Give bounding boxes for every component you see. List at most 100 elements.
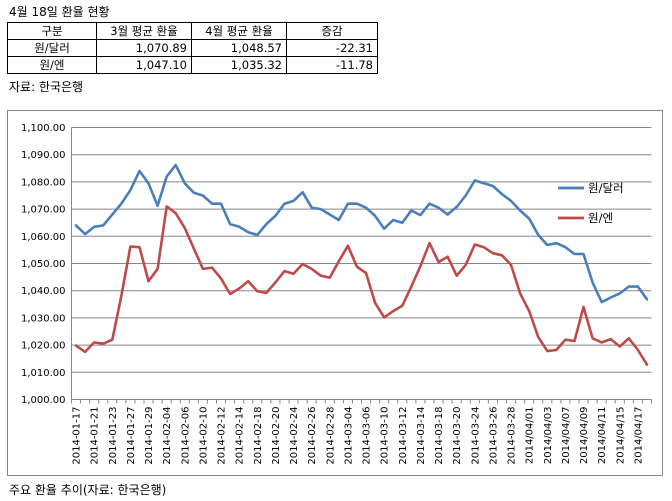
data-point bbox=[102, 342, 105, 345]
data-point bbox=[265, 291, 268, 294]
exchange-rate-summary-table: 구분 3월 평균 환율 4월 평균 환율 증감 원/달러 1,070.89 1,… bbox=[7, 22, 378, 74]
data-point bbox=[419, 214, 422, 216]
data-point bbox=[247, 280, 250, 283]
data-point bbox=[183, 182, 186, 185]
data-point bbox=[310, 268, 313, 270]
data-point bbox=[138, 170, 141, 172]
data-point bbox=[537, 336, 540, 338]
data-point bbox=[392, 219, 395, 221]
data-point bbox=[419, 265, 422, 268]
data-point bbox=[365, 206, 367, 209]
data-point bbox=[310, 206, 313, 209]
x-tick-label: 2014-03-24 bbox=[470, 407, 481, 465]
data-point bbox=[75, 224, 77, 227]
y-tick-label: 1,080.00 bbox=[21, 177, 66, 188]
data-point bbox=[292, 200, 295, 202]
data-point bbox=[528, 310, 531, 312]
x-tick-label: 2014/04/15 bbox=[615, 407, 626, 465]
data-point bbox=[238, 225, 241, 228]
data-point bbox=[183, 227, 186, 230]
data-point bbox=[455, 274, 458, 277]
won-yen-change: -11.78 bbox=[286, 56, 378, 74]
data-point bbox=[301, 263, 304, 265]
data-point bbox=[519, 209, 521, 212]
data-point bbox=[618, 345, 621, 348]
data-point bbox=[111, 338, 114, 341]
data-point bbox=[156, 268, 159, 270]
x-tick-label: 2014-03-12 bbox=[398, 407, 409, 465]
data-point bbox=[84, 233, 86, 236]
data-point bbox=[129, 189, 132, 191]
data-point bbox=[437, 206, 440, 209]
data-point bbox=[120, 295, 123, 298]
data-point bbox=[220, 277, 222, 280]
data-point bbox=[319, 274, 322, 277]
data-point bbox=[637, 349, 639, 351]
won-dollar-march: 1,070.89 bbox=[96, 39, 192, 57]
data-point bbox=[156, 204, 159, 207]
data-point bbox=[519, 292, 521, 295]
data-point bbox=[600, 341, 603, 344]
data-point bbox=[192, 191, 195, 194]
y-tick-label: 1,000.00 bbox=[21, 395, 66, 406]
data-point bbox=[147, 280, 150, 283]
data-point bbox=[93, 341, 96, 344]
data-point bbox=[220, 202, 222, 205]
data-point bbox=[165, 175, 168, 178]
x-tick-label: 2014/04/03 bbox=[543, 407, 554, 465]
data-point bbox=[501, 193, 503, 196]
data-point bbox=[482, 182, 485, 185]
chart-caption: 주요 환율 추이(자료: 한국은행) bbox=[9, 483, 167, 497]
data-point bbox=[528, 217, 531, 220]
data-point bbox=[374, 302, 376, 304]
x-tick-label: 2014-02-14 bbox=[235, 407, 246, 465]
x-tick-label: 2014-01-29 bbox=[144, 407, 155, 465]
data-point bbox=[646, 363, 648, 366]
data-point bbox=[392, 310, 395, 312]
data-point bbox=[292, 272, 295, 275]
data-point bbox=[564, 246, 567, 249]
data-point bbox=[600, 301, 603, 304]
data-point bbox=[84, 351, 86, 353]
x-tick-label: 2014-03-28 bbox=[507, 407, 518, 465]
data-point bbox=[192, 247, 195, 250]
data-point bbox=[555, 349, 558, 351]
data-point bbox=[473, 179, 476, 182]
data-point bbox=[202, 194, 204, 197]
data-point bbox=[437, 261, 440, 264]
x-tick-label: 2014-01-27 bbox=[126, 407, 137, 465]
data-point bbox=[165, 205, 168, 208]
x-tick-label: 2014-01-21 bbox=[90, 407, 101, 465]
y-tick-label: 1,020.00 bbox=[21, 341, 66, 352]
data-point bbox=[627, 285, 630, 288]
x-tick-label: 2014-02-10 bbox=[198, 407, 209, 465]
chart-frame bbox=[7, 110, 663, 476]
data-point bbox=[229, 223, 231, 225]
x-tick-label: 2014-02-18 bbox=[253, 407, 264, 465]
data-point bbox=[555, 242, 558, 245]
x-tick-label: 2014-02-04 bbox=[162, 407, 173, 465]
data-point bbox=[256, 290, 259, 293]
data-point bbox=[347, 244, 349, 247]
y-tick-label: 1,090.00 bbox=[21, 150, 66, 161]
data-point bbox=[582, 253, 585, 255]
data-point bbox=[383, 316, 386, 319]
data-point bbox=[256, 234, 259, 236]
y-tick-label: 1,060.00 bbox=[21, 232, 66, 243]
y-tick-label: 1,100.00 bbox=[21, 123, 66, 134]
x-tick-label: 2014-01-23 bbox=[108, 407, 119, 465]
data-point bbox=[283, 202, 286, 205]
data-point bbox=[301, 191, 304, 194]
header-march-average: 3월 평균 환율 bbox=[96, 22, 192, 40]
data-point bbox=[546, 350, 549, 352]
data-point bbox=[356, 202, 358, 205]
data-point bbox=[501, 254, 503, 257]
table-row: 원/엔 1,047.10 1,035.32 -11.78 bbox=[7, 56, 378, 74]
data-point bbox=[401, 221, 404, 224]
x-tick-label: 2014/04/17 bbox=[633, 407, 644, 465]
data-point bbox=[283, 270, 286, 273]
data-point bbox=[428, 202, 431, 205]
data-point bbox=[247, 231, 250, 234]
data-point bbox=[174, 212, 177, 215]
data-point bbox=[174, 164, 177, 166]
